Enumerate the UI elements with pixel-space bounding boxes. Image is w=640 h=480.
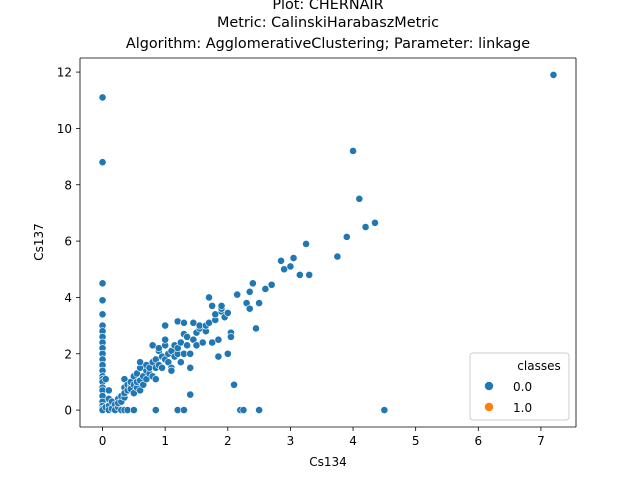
legend-marker-1 <box>484 402 494 412</box>
data-point-class-0-0-152 <box>333 252 342 261</box>
x-tick-label-3: 3 <box>287 434 295 448</box>
data-point-class-0-0-104 <box>186 349 195 358</box>
x-tick-label-6: 6 <box>474 434 482 448</box>
data-point-class-0-0-74 <box>151 406 160 414</box>
data-point-class-0-0-132 <box>230 380 238 389</box>
data-point-class-0-0-157 <box>371 218 379 227</box>
data-point-class-0-0-0 <box>98 93 107 102</box>
data-point-class-0-0-150 <box>302 240 310 248</box>
x-tick-label-2: 2 <box>224 434 232 448</box>
data-point-class-0-0-102 <box>183 341 191 350</box>
data-points <box>98 71 558 414</box>
data-point-class-0-0-2 <box>98 279 107 288</box>
data-point-class-0-0-139 <box>248 279 257 288</box>
data-point-class-0-0-148 <box>289 254 298 262</box>
data-point-class-0-0-122 <box>214 352 223 361</box>
title-line-2: Metric: CalinskiHarabaszMetric <box>217 15 439 31</box>
data-point-class-0-0-145 <box>277 256 285 265</box>
data-point-class-0-0-138 <box>245 304 254 313</box>
y-tick-label-0: 0 <box>64 404 72 418</box>
title-line-3: Algorithm: AgglomerativeClustering; Para… <box>126 36 530 52</box>
title-line-1: Plot: CHERNAIR <box>272 0 383 13</box>
data-point-class-0-0-4 <box>98 310 107 319</box>
data-point-class-0-0-117 <box>205 293 213 302</box>
y-tick-label-2: 4 <box>64 291 72 305</box>
data-point-class-0-0-100 <box>180 318 188 327</box>
data-point-class-0-0-89 <box>167 366 176 375</box>
legend-title: classes <box>517 359 560 373</box>
x-axis-ticks: 0 1 2 3 4 5 6 7 <box>99 427 545 448</box>
data-point-class-0-0-92 <box>173 317 182 326</box>
x-axis-label: Cs134 <box>309 455 347 469</box>
y-tick-label-5: 10 <box>57 122 72 136</box>
data-point-class-0-0-73 <box>151 375 160 384</box>
legend-label-0: 0.0 <box>513 380 532 394</box>
y-tick-label-1: 2 <box>64 347 72 361</box>
data-point-class-0-0-156 <box>361 223 370 231</box>
data-point-class-0-0-84 <box>161 321 170 330</box>
data-point-class-0-0-154 <box>349 147 357 155</box>
data-point-class-0-0-144 <box>267 280 276 289</box>
y-tick-label-6: 12 <box>57 66 72 80</box>
y-tick-label-4: 8 <box>64 178 72 192</box>
x-tick-label-1: 1 <box>161 434 169 448</box>
data-point-class-0-0-147 <box>286 262 295 271</box>
plot-frame <box>79 57 577 428</box>
data-point-class-0-0-155 <box>355 194 364 203</box>
data-point-class-0-0-106 <box>186 363 195 372</box>
data-point-class-0-0-153 <box>342 232 351 241</box>
y-axis-label: Cs137 <box>32 223 46 261</box>
legend-box <box>469 352 570 421</box>
y-axis-ticks: 0 2 4 6 8 10 12 <box>57 66 80 418</box>
data-point-class-0-0-80 <box>158 363 166 372</box>
x-tick-label-0: 0 <box>99 434 107 448</box>
data-point-class-0-0-133 <box>233 290 242 299</box>
data-point-class-0-0-142 <box>255 406 264 414</box>
data-point-class-0-0-158 <box>380 406 389 414</box>
x-tick-label-7: 7 <box>537 434 545 448</box>
data-point-class-0-0-54 <box>129 406 138 414</box>
data-point-class-0-0-135 <box>239 406 248 414</box>
data-point-class-0-0-24 <box>101 375 110 384</box>
x-tick-label-4: 4 <box>349 434 357 448</box>
data-point-class-0-0-126 <box>217 301 226 310</box>
data-point-class-0-0-3 <box>98 296 107 305</box>
data-point-class-0-0-123 <box>214 335 223 344</box>
data-point-class-0-0-128 <box>223 349 232 358</box>
data-point-class-0-0-83 <box>161 335 170 344</box>
data-point-class-0-0-141 <box>255 299 264 307</box>
data-point-class-0-0-159 <box>549 71 558 79</box>
legend: classes 0.0 1.0 <box>469 352 570 421</box>
data-point-class-0-0-119 <box>208 301 217 310</box>
chart-title: Plot: CHERNAIR Metric: CalinskiHarabaszM… <box>126 0 530 52</box>
data-point-class-0-0-149 <box>295 270 304 279</box>
data-point-class-0-0-26 <box>104 386 113 395</box>
data-point-class-0-0-137 <box>245 287 254 296</box>
data-point-class-0-0-1 <box>98 158 107 167</box>
data-point-class-0-0-105 <box>186 390 195 399</box>
data-point-class-0-0-97 <box>176 358 185 367</box>
y-tick-label-3: 6 <box>64 235 72 249</box>
data-point-class-0-0-143 <box>261 285 270 293</box>
legend-label-1: 1.0 <box>513 401 532 415</box>
data-point-class-0-0-113 <box>198 338 207 347</box>
data-point-class-0-0-131 <box>227 332 235 341</box>
data-point-class-0-0-151 <box>305 270 314 279</box>
legend-marker-0 <box>484 381 494 391</box>
data-point-class-0-0-101 <box>180 406 188 414</box>
data-point-class-0-0-140 <box>252 324 260 333</box>
x-tick-label-5: 5 <box>412 434 420 448</box>
data-point-class-0-0-129 <box>223 309 232 317</box>
